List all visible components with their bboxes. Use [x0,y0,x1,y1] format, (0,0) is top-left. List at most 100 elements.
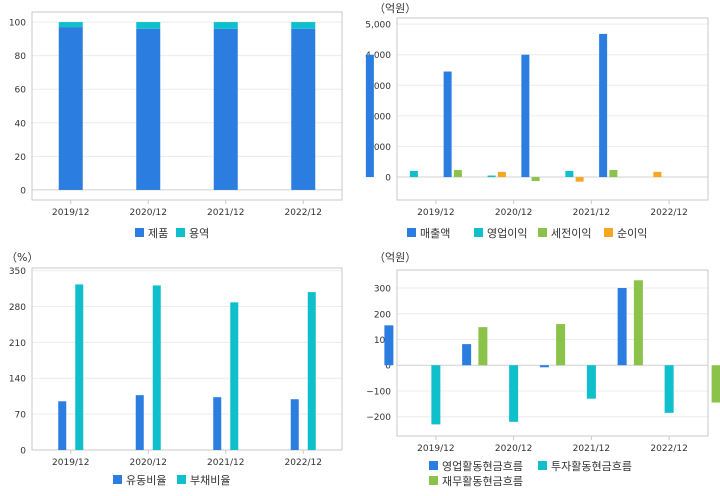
chart-income-statement: （억원） 0 1,000 2,000 3,000 4,000 5,000 2019/12 202… [365,2,709,240]
plot-frame [396,269,709,437]
legend-swatch [407,228,416,237]
legend-swatch [429,476,438,485]
legend-swatch [538,461,547,470]
bar-재무활동현금흐름 [711,365,720,403]
x-tick-label: 2020/12 [495,444,532,454]
y-tick-label: 100 [374,336,391,346]
bar-재무활동현금흐름 [633,280,643,366]
chart-ratios: （%） 0 70 140 210 280 350 2019/12 2020/12 2021/12 2… [6,251,343,487]
y-tick-label: −100 [366,387,391,397]
legend: 제품 용역 [135,227,209,240]
bar-제품 [291,28,316,190]
y-tick-label: 210 [9,339,26,349]
y-tick-label: 4,000 [365,51,391,61]
x-tick-label: 2020/12 [130,458,167,468]
x-tick-label: 2020/12 [495,208,532,218]
plot-frame [396,17,709,201]
x-tick-label: 2019/12 [417,208,454,218]
bar-재무활동현금흐름 [556,324,566,366]
legend-label: 부채비율 [190,474,230,487]
bar-영업활동현금흐름 [462,344,472,366]
bar-유동비율 [290,399,299,450]
legend-swatch [176,228,185,237]
bar-투자활동현금흐름 [664,365,674,413]
bar-제품 [58,27,83,190]
bar-매출액 [599,33,608,178]
x-tick-label: 2021/12 [573,444,610,454]
y-tick-label: 350 [9,267,26,277]
x-tick-label: 2019/12 [52,458,89,468]
y-tick-label: 0 [385,362,391,372]
y-tick-label: 0 [20,186,26,196]
x-tick-label: 2021/12 [207,458,244,468]
legend-label: 매출액 [420,227,450,240]
y-tick-label: 40 [15,119,27,129]
legend-label: 제품 [148,227,168,240]
legend-label: 용역 [189,227,209,240]
bar-영업활동현금흐름 [617,288,627,366]
bar-투자활동현금흐름 [431,365,441,425]
bar-유동비율 [213,397,222,450]
legend-swatch [538,228,547,237]
bar-유동비율 [58,401,67,450]
bar-제품 [213,28,238,190]
legend: 매출액 영업이익 세전이익 순이익 [407,227,647,240]
plot-frame [31,11,343,201]
y-tick-label: 20 [15,153,27,163]
bar-영업이익 [409,170,418,178]
bar-투자활동현금흐름 [586,365,596,399]
y-tick-label: 80 [15,52,27,62]
legend: 유동비율 부채비율 [113,474,230,487]
unit-label: （억원） [374,2,416,15]
bar-영업활동현금흐름 [539,365,549,368]
y-tick-label: 200 [374,310,391,320]
legend-label: 영업이익 [487,227,527,240]
unit-label: （%） [6,251,38,264]
y-tick-label: 280 [9,303,26,313]
y-tick-label: 3,000 [365,82,391,92]
bar-용역 [58,22,83,28]
x-tick-label: 2019/12 [417,444,454,454]
y-tick-label: 140 [9,375,26,385]
legend-swatch [177,475,186,484]
bar-부채비율 [75,284,84,450]
chart-cash-flow: （억원） −200 −100 0 100 200 300 2019/12 2020/12 2021… [366,251,720,488]
x-tick-label: 2022/12 [650,444,687,454]
y-tick-label: 70 [15,411,27,421]
legend-label: 투자활동현금흐름 [551,459,632,473]
bar-유동비율 [135,395,144,450]
x-tick-label: 2022/12 [285,208,322,218]
legend-label: 재무활동현금흐름 [442,474,523,488]
x-tick-label: 2019/12 [52,208,89,218]
x-tick-label: 2021/12 [573,208,610,218]
plot-frame [31,267,343,451]
y-tick-label: 0 [385,174,391,184]
legend-swatch [113,475,122,484]
y-tick-label: 0 [20,447,26,457]
bar-영업이익 [487,175,496,178]
bar-세전이익 [531,177,540,182]
legend-swatch [135,228,144,237]
bar-용역 [291,22,316,29]
bar-제품 [136,28,161,190]
bar-매출액 [365,54,374,178]
chart-revenue-mix: 0 20 40 60 80 100 2019/12 2020/12 2021/12 2022/12… [9,11,343,240]
bar-매출액 [521,54,530,178]
legend-label: 세전이익 [551,227,591,240]
y-tick-label: 100 [9,19,26,29]
bar-영업활동현금흐름 [384,325,394,366]
bar-세전이익 [453,170,462,178]
bar-부채비율 [307,292,316,450]
bar-용역 [213,22,238,29]
bar-영업이익 [565,170,574,178]
y-tick-label: 300 [374,285,391,295]
bar-부채비율 [152,285,161,450]
bar-매출액 [443,71,452,178]
legend-label: 유동비율 [126,474,166,487]
bar-세전이익 [609,170,618,178]
bar-투자활동현금흐름 [509,365,519,422]
bar-부채비율 [230,302,239,450]
bar-순이익 [653,171,662,178]
x-tick-label: 2021/12 [207,208,244,218]
